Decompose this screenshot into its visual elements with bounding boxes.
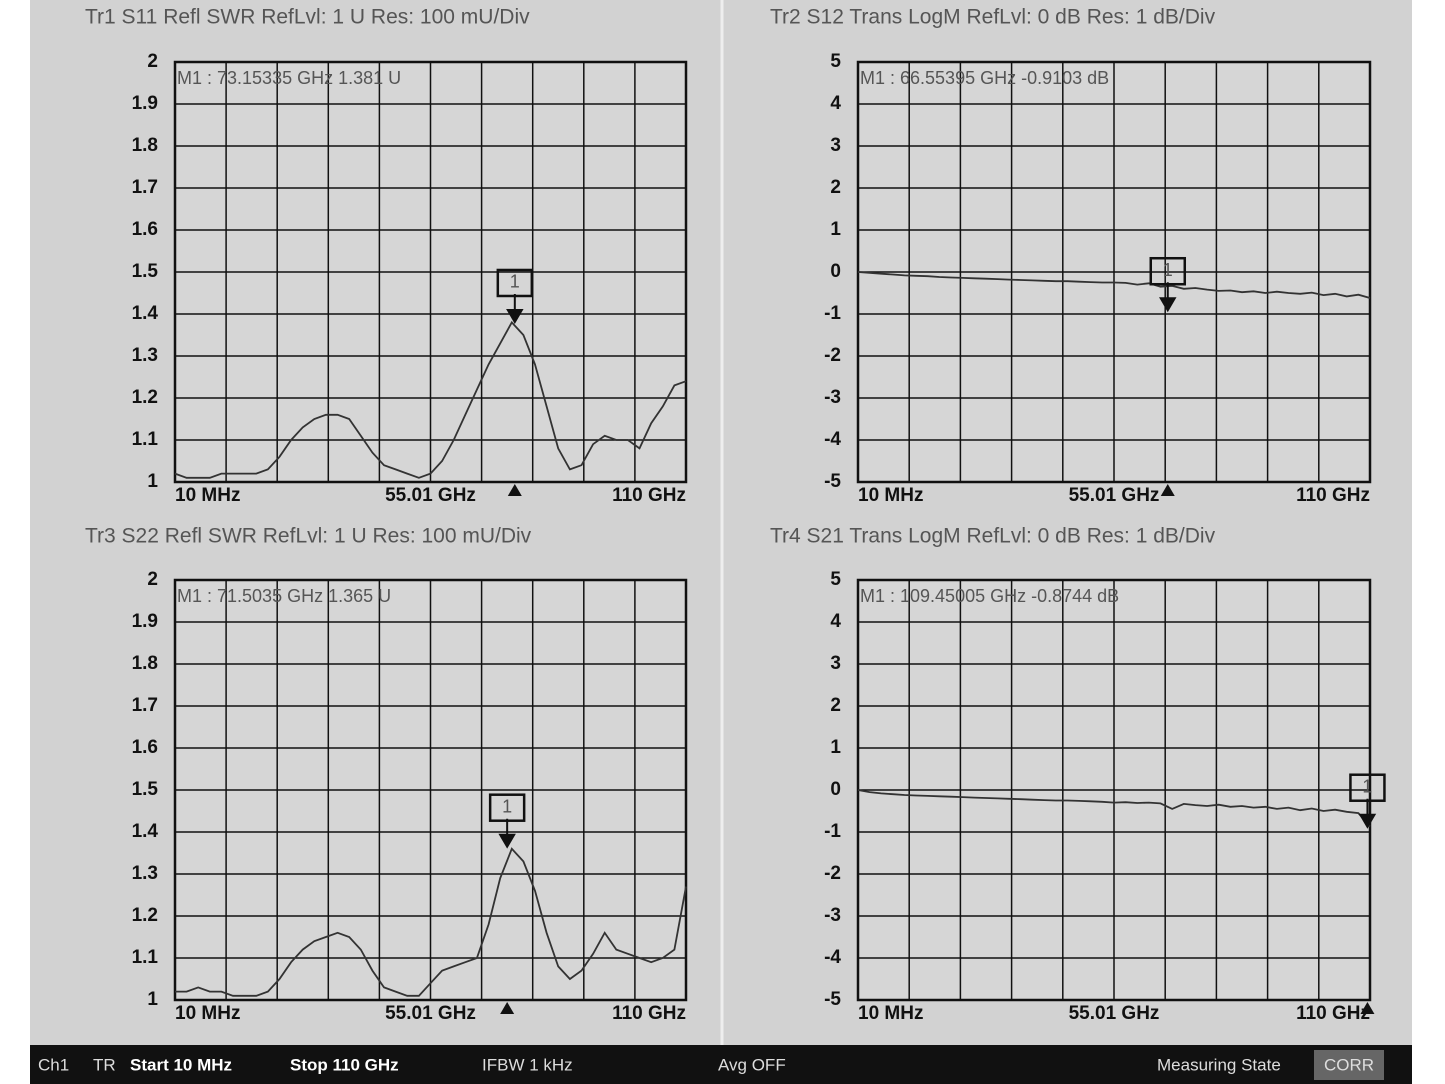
y-tick-label: 5 [830,569,841,590]
marker-arrow [506,293,524,324]
y-tick-label: 1.3 [132,345,158,366]
channel: Ch1 [38,1055,69,1074]
y-tick-label: 1 [830,737,841,758]
marker-foot [1160,484,1175,496]
y-tick-label: 1 [147,989,158,1010]
trigger: TR [93,1055,116,1074]
marker-readout: M1 : 109.45005 GHz -0.8744 dB [860,586,1119,606]
y-tick-label: 1.6 [132,737,158,758]
y-tick-label: 4 [830,93,841,114]
y-tick-label: 1.8 [132,135,158,156]
y-tick-label: -5 [824,989,841,1010]
y-tick-label: 1.2 [132,387,158,408]
y-tick-label: 1.3 [132,863,158,884]
trace [857,789,1371,828]
y-tick-label: 2 [147,569,158,590]
marker-arrow [1358,798,1377,829]
y-tick-label: 2 [830,177,841,198]
y-tick-label: -1 [824,303,841,324]
marker-label: 1 [1362,776,1372,796]
measuring-state: Measuring State [1157,1055,1281,1074]
trace [857,271,1371,299]
ifbw[interactable]: IFBW 1 kHz [482,1055,573,1074]
y-tick-label: 5 [830,51,841,72]
y-tick-label: 1.8 [132,653,158,674]
marker-foot [507,484,522,496]
y-tick-label: 4 [830,611,841,632]
y-tick-label: 3 [830,135,841,156]
y-tick-label: 2 [147,51,158,72]
y-tick-label: -4 [824,947,841,968]
y-tick-label: -2 [824,345,841,366]
trace-header: Tr2 S12 Trans LogM RefLvl: 0 dB Res: 1 d… [770,6,1216,29]
y-tick-label: 0 [830,779,841,800]
y-tick-label: 1.7 [132,695,158,716]
marker-readout: M1 : 66.55395 GHz -0.9103 dB [860,68,1109,88]
y-tick-label: 1 [147,471,158,492]
y-tick-label: -3 [824,905,841,926]
marker-foot [500,1002,515,1014]
y-tick-label: 1.1 [132,429,159,450]
x-tick-label: 10 MHz [858,485,923,506]
x-tick-label: 110 GHz [612,485,686,506]
marker-box [488,793,526,822]
trace [174,320,687,479]
y-tick-label: 1.9 [132,93,158,114]
y-tick-label: 1.9 [132,611,158,632]
marker-box [496,268,534,298]
status-bar [30,1045,1412,1084]
x-tick-label: 55.01 GHz [1069,1003,1160,1024]
averaging[interactable]: Avg OFF [718,1055,786,1074]
y-tick-label: 1.1 [132,947,159,968]
y-tick-label: -4 [824,429,841,450]
marker-label: 1 [502,796,512,816]
start-frequency[interactable]: Start 10 MHz [130,1055,232,1074]
correction: CORR [1324,1055,1374,1074]
y-tick-label: -2 [824,863,841,884]
marker-label: 1 [1163,260,1173,280]
x-tick-label: 55.01 GHz [1069,485,1160,506]
x-tick-label: 10 MHz [175,1003,240,1024]
y-tick-label: 0 [830,261,841,282]
y-tick-label: 3 [830,653,841,674]
y-tick-label: -5 [824,471,841,492]
x-tick-label: 10 MHz [175,485,240,506]
x-tick-label: 110 GHz [1296,485,1370,506]
y-tick-label: -1 [824,821,841,842]
marker-foot [1360,1002,1375,1014]
x-tick-label: 110 GHz [612,1003,686,1024]
trace [175,847,687,997]
y-tick-label: 1.2 [132,905,158,926]
marker-label: 1 [510,272,520,292]
y-tick-label: 2 [830,695,841,716]
y-tick-label: 1 [830,219,841,240]
y-tick-label: 1.4 [132,821,159,842]
y-tick-label: 1.4 [132,303,159,324]
trace-header: Tr4 S21 Trans LogM RefLvl: 0 dB Res: 1 d… [770,525,1216,548]
y-tick-label: -3 [824,387,841,408]
y-tick-label: 1.6 [132,219,158,240]
corr-badge [1314,1050,1384,1080]
y-tick-label: 1.5 [132,779,159,800]
marker-readout: M1 : 71.5035 GHz 1.365 U [177,586,391,606]
marker-box [1149,256,1187,286]
stop-frequency[interactable]: Stop 110 GHz [290,1055,399,1074]
marker-arrow [1159,282,1177,313]
x-tick-label: 55.01 GHz [385,485,476,506]
y-tick-label: 1.5 [132,261,159,282]
x-tick-label: 10 MHz [858,1003,923,1024]
y-tick-label: 1.7 [132,177,158,198]
x-tick-label: 55.01 GHz [385,1003,476,1024]
marker-arrow [498,818,516,849]
marker-box [1349,773,1386,802]
marker-readout: M1 : 73.15335 GHz 1.381 U [177,68,401,88]
x-tick-label: 110 GHz [1296,1003,1370,1024]
trace-header: Tr3 S22 Refl SWR RefLvl: 1 U Res: 100 mU… [85,525,532,548]
trace-header: Tr1 S11 Refl SWR RefLvl: 1 U Res: 100 mU… [85,6,530,29]
